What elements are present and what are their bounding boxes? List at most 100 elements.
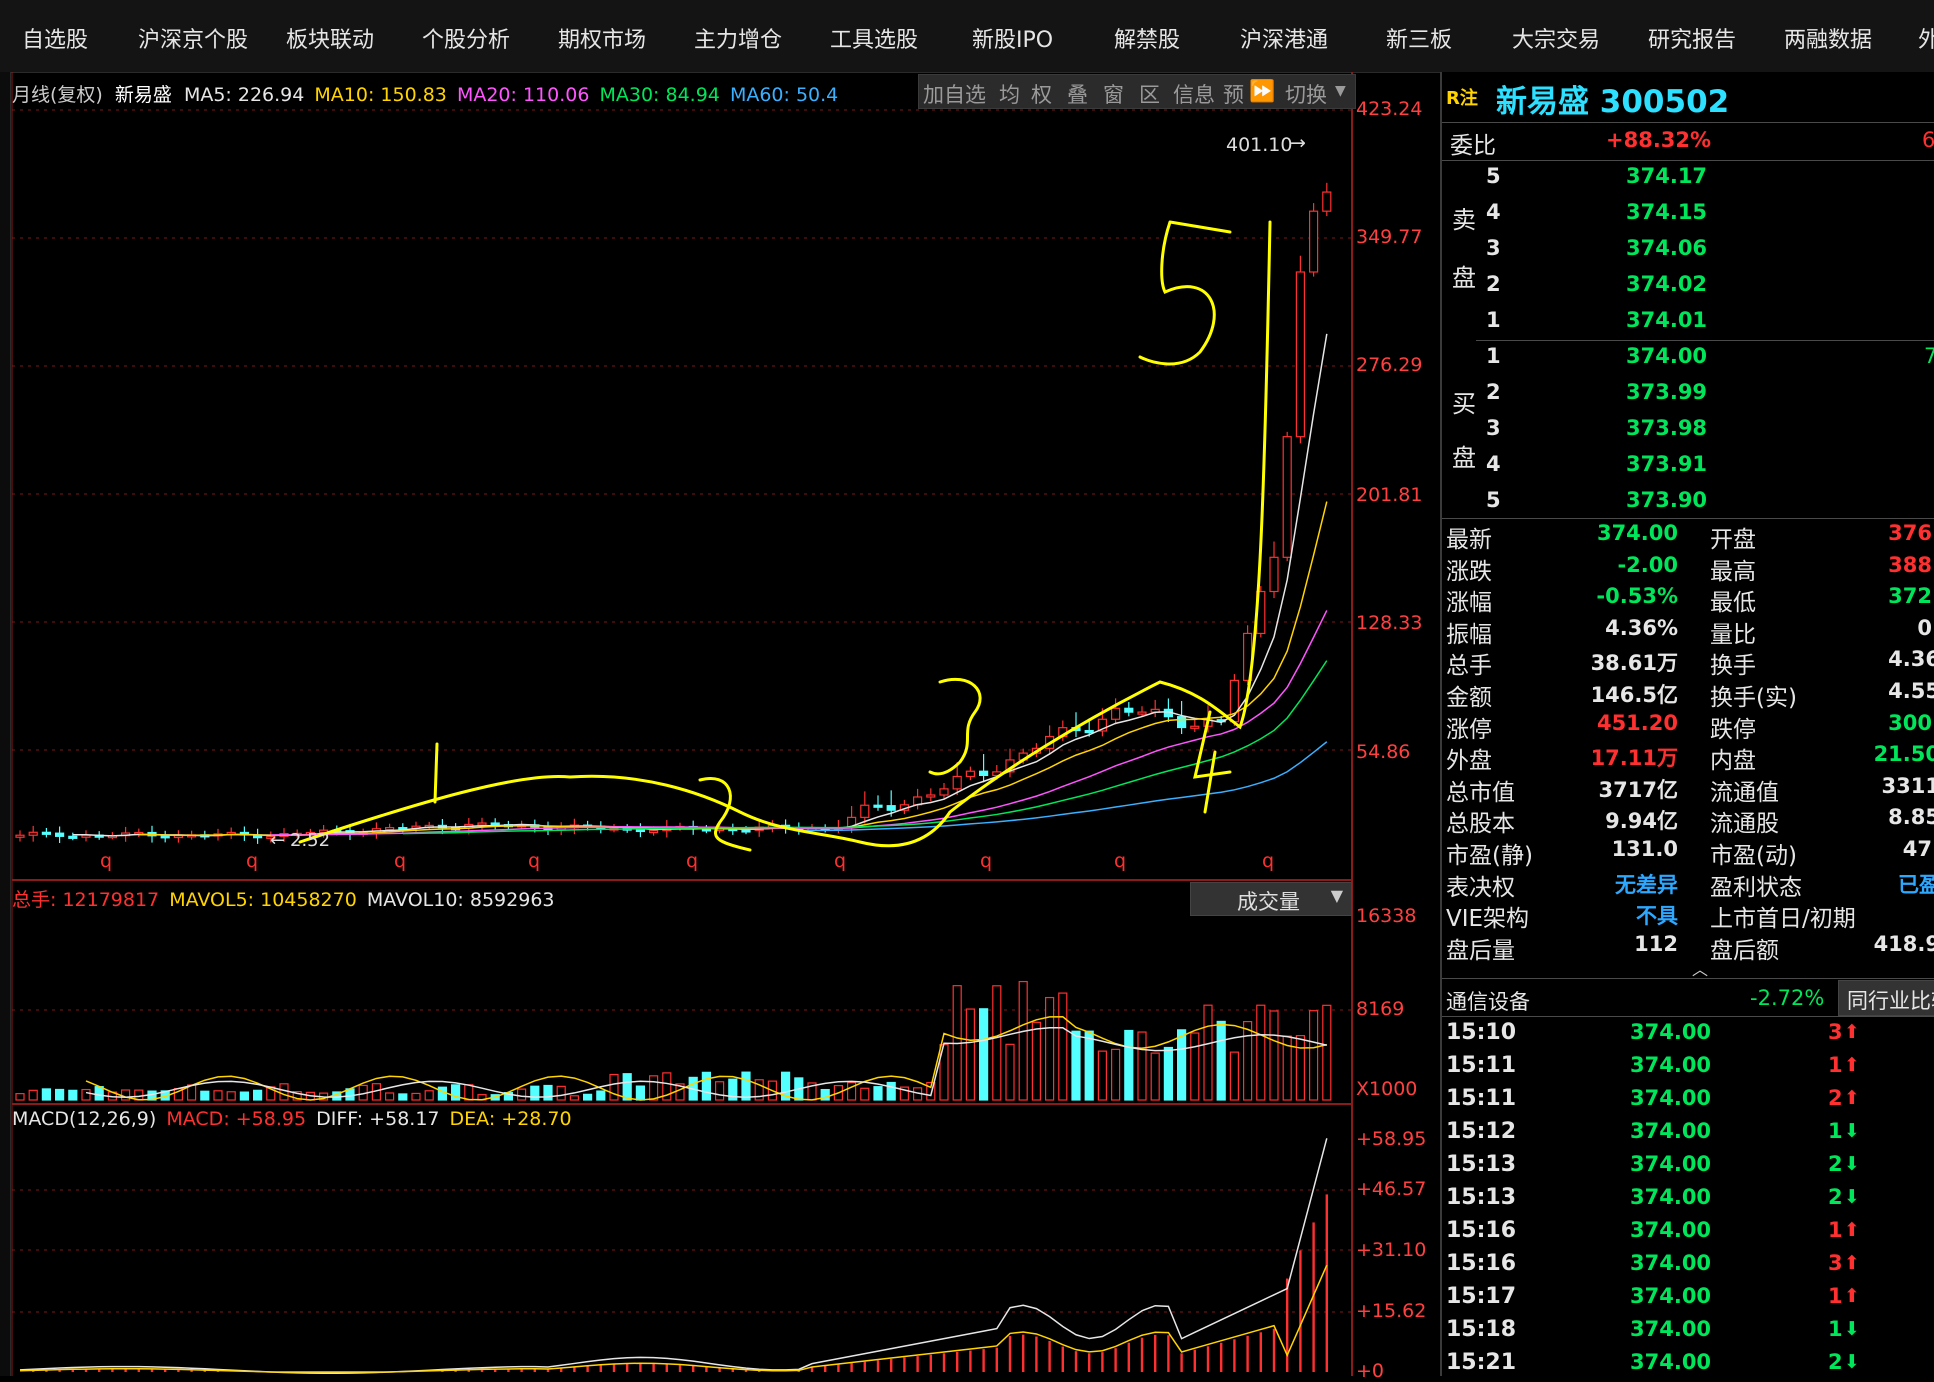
tick-volume: 1: [1828, 1284, 1843, 1308]
macd-bar: [863, 1361, 866, 1372]
stat-value: -0.53%: [1596, 584, 1678, 609]
nav-item[interactable]: 个股分析: [422, 28, 511, 53]
toolbar-item[interactable]: 切换: [1285, 83, 1327, 107]
macd-bar: [1206, 1346, 1210, 1372]
macd-bar: [1074, 1351, 1078, 1372]
toolbar-item[interactable]: 信息: [1173, 83, 1215, 107]
nav-item[interactable]: 沪深港通: [1240, 28, 1329, 53]
macd-bar: [1061, 1346, 1064, 1372]
candle-body: [385, 827, 395, 831]
stat-label: 涨跌: [1446, 558, 1492, 585]
tick-price: 374.00: [1630, 1251, 1712, 1275]
volume-bar: [992, 985, 1002, 1101]
toolbar-item[interactable]: 权: [1031, 83, 1052, 107]
buy-price[interactable]: 373.91: [1626, 452, 1708, 476]
nav-item[interactable]: 期权市场: [558, 28, 647, 53]
macd-bar: [903, 1357, 906, 1372]
nav-item[interactable]: 工具选股: [830, 28, 919, 53]
macd-bar: [1127, 1342, 1130, 1372]
stock-name-label: 新易盛: [114, 84, 172, 106]
peer-compare-button[interactable]: 同行业比较: [1838, 980, 1934, 1016]
toolbar-item[interactable]: 预: [1223, 83, 1244, 107]
nav-item[interactable]: 新股IPO: [972, 28, 1054, 53]
nav-item[interactable]: 外: [1918, 28, 1934, 53]
weibi-label: 委比: [1450, 133, 1496, 159]
buy-price[interactable]: 374.00: [1626, 344, 1708, 368]
tick-time: 15:13: [1446, 1185, 1517, 1210]
volume-bar: [464, 1084, 474, 1101]
volume-bar: [516, 1088, 527, 1101]
buy-price[interactable]: 373.99: [1626, 380, 1708, 404]
chart-area[interactable]: [0, 72, 1440, 1376]
stat-value: 不具: [1636, 904, 1678, 929]
sell-price[interactable]: 374.02: [1626, 272, 1708, 296]
nav-item[interactable]: 新三板: [1386, 28, 1453, 53]
volume-bar: [28, 1089, 38, 1101]
toolbar-item[interactable]: 叠: [1067, 83, 1088, 107]
tick-volume: 2: [1828, 1086, 1843, 1110]
sell-price[interactable]: 374.01: [1626, 308, 1708, 332]
nav-item[interactable]: 两融数据: [1784, 28, 1873, 53]
buy-price[interactable]: 373.98: [1626, 416, 1708, 440]
candle-body: [1322, 191, 1332, 212]
sell-price[interactable]: 374.06: [1626, 236, 1708, 260]
toolbar-item[interactable]: 加自选: [923, 83, 986, 107]
separator: [1442, 160, 1934, 161]
annotation-stroke: [1138, 220, 1232, 366]
toolbar-item[interactable]: 均: [999, 83, 1020, 107]
quarter-marker: q: [528, 850, 541, 872]
macd-value: MACD: +58.95: [166, 1108, 307, 1130]
volume-bar: [1031, 1021, 1042, 1101]
candle-body: [873, 804, 883, 808]
mavol10-label: MAVOL10: 8592963: [366, 889, 555, 911]
volume-bar: [1018, 980, 1028, 1101]
toolbar-item[interactable]: 区: [1139, 83, 1160, 107]
toolbar-item[interactable]: 窗: [1103, 83, 1124, 107]
stat-label: 换手(实): [1710, 685, 1797, 711]
sector-name[interactable]: 通信设备: [1446, 990, 1530, 1014]
volume-total-label: 总手: 12179817: [12, 889, 160, 911]
collapse-chevron-icon[interactable]: ︿: [1692, 960, 1709, 979]
volume-tick-label: 8169: [1356, 998, 1405, 1020]
tick-time: 15:12: [1446, 1119, 1517, 1144]
stock-name-code: 新易盛 300502: [1496, 84, 1730, 120]
volume-bar: [530, 1085, 540, 1101]
macd-bar: [692, 1365, 695, 1372]
quarter-marker: q: [834, 850, 847, 872]
buy-price[interactable]: 373.90: [1626, 488, 1708, 512]
macd-bar: [1035, 1336, 1038, 1372]
nav-item[interactable]: 大宗交易: [1512, 28, 1601, 53]
volume-bar: [622, 1073, 632, 1101]
macd-bar: [45, 1370, 48, 1372]
macd-bar: [956, 1351, 959, 1372]
stat-label: 跌停: [1710, 716, 1756, 743]
volume-bar: [81, 1088, 91, 1101]
volume-bar: [411, 1092, 421, 1101]
volume-bar: [609, 1073, 619, 1101]
nav-item[interactable]: 研究报告: [1648, 28, 1737, 53]
sell-price[interactable]: 374.15: [1626, 200, 1708, 224]
sell-price[interactable]: 374.17: [1626, 164, 1708, 188]
ma20-label: MA20: 110.06: [456, 84, 590, 106]
nav-item[interactable]: 解禁股: [1114, 28, 1181, 53]
volume-bar: [1150, 1052, 1160, 1101]
macd-bar: [164, 1369, 167, 1372]
macd-bar: [1286, 1278, 1289, 1372]
tick-price: 374.00: [1630, 1020, 1712, 1044]
nav-item[interactable]: 主力增仓: [694, 28, 783, 53]
volume-bar: [200, 1090, 210, 1101]
macd-bar: [1008, 1336, 1012, 1372]
dea-line: [19, 1264, 1328, 1373]
chevron-down-icon[interactable]: ▼: [1335, 83, 1346, 99]
nav-item[interactable]: 自选股: [22, 28, 89, 53]
arrow-up-icon: ⬆: [1844, 1054, 1860, 1076]
nav-item[interactable]: 沪深京个股: [138, 28, 249, 53]
macd-bar: [1325, 1194, 1328, 1372]
volume-bar: [1124, 1029, 1134, 1101]
candle-body: [1269, 556, 1279, 593]
candle-body: [477, 822, 487, 826]
arrow-down-icon: ⬇: [1844, 1318, 1860, 1340]
volume-indicator-dropdown[interactable]: 成交量 ▼: [1190, 882, 1352, 916]
quarter-marker: q: [394, 850, 407, 872]
nav-item[interactable]: 板块联动: [286, 28, 375, 53]
